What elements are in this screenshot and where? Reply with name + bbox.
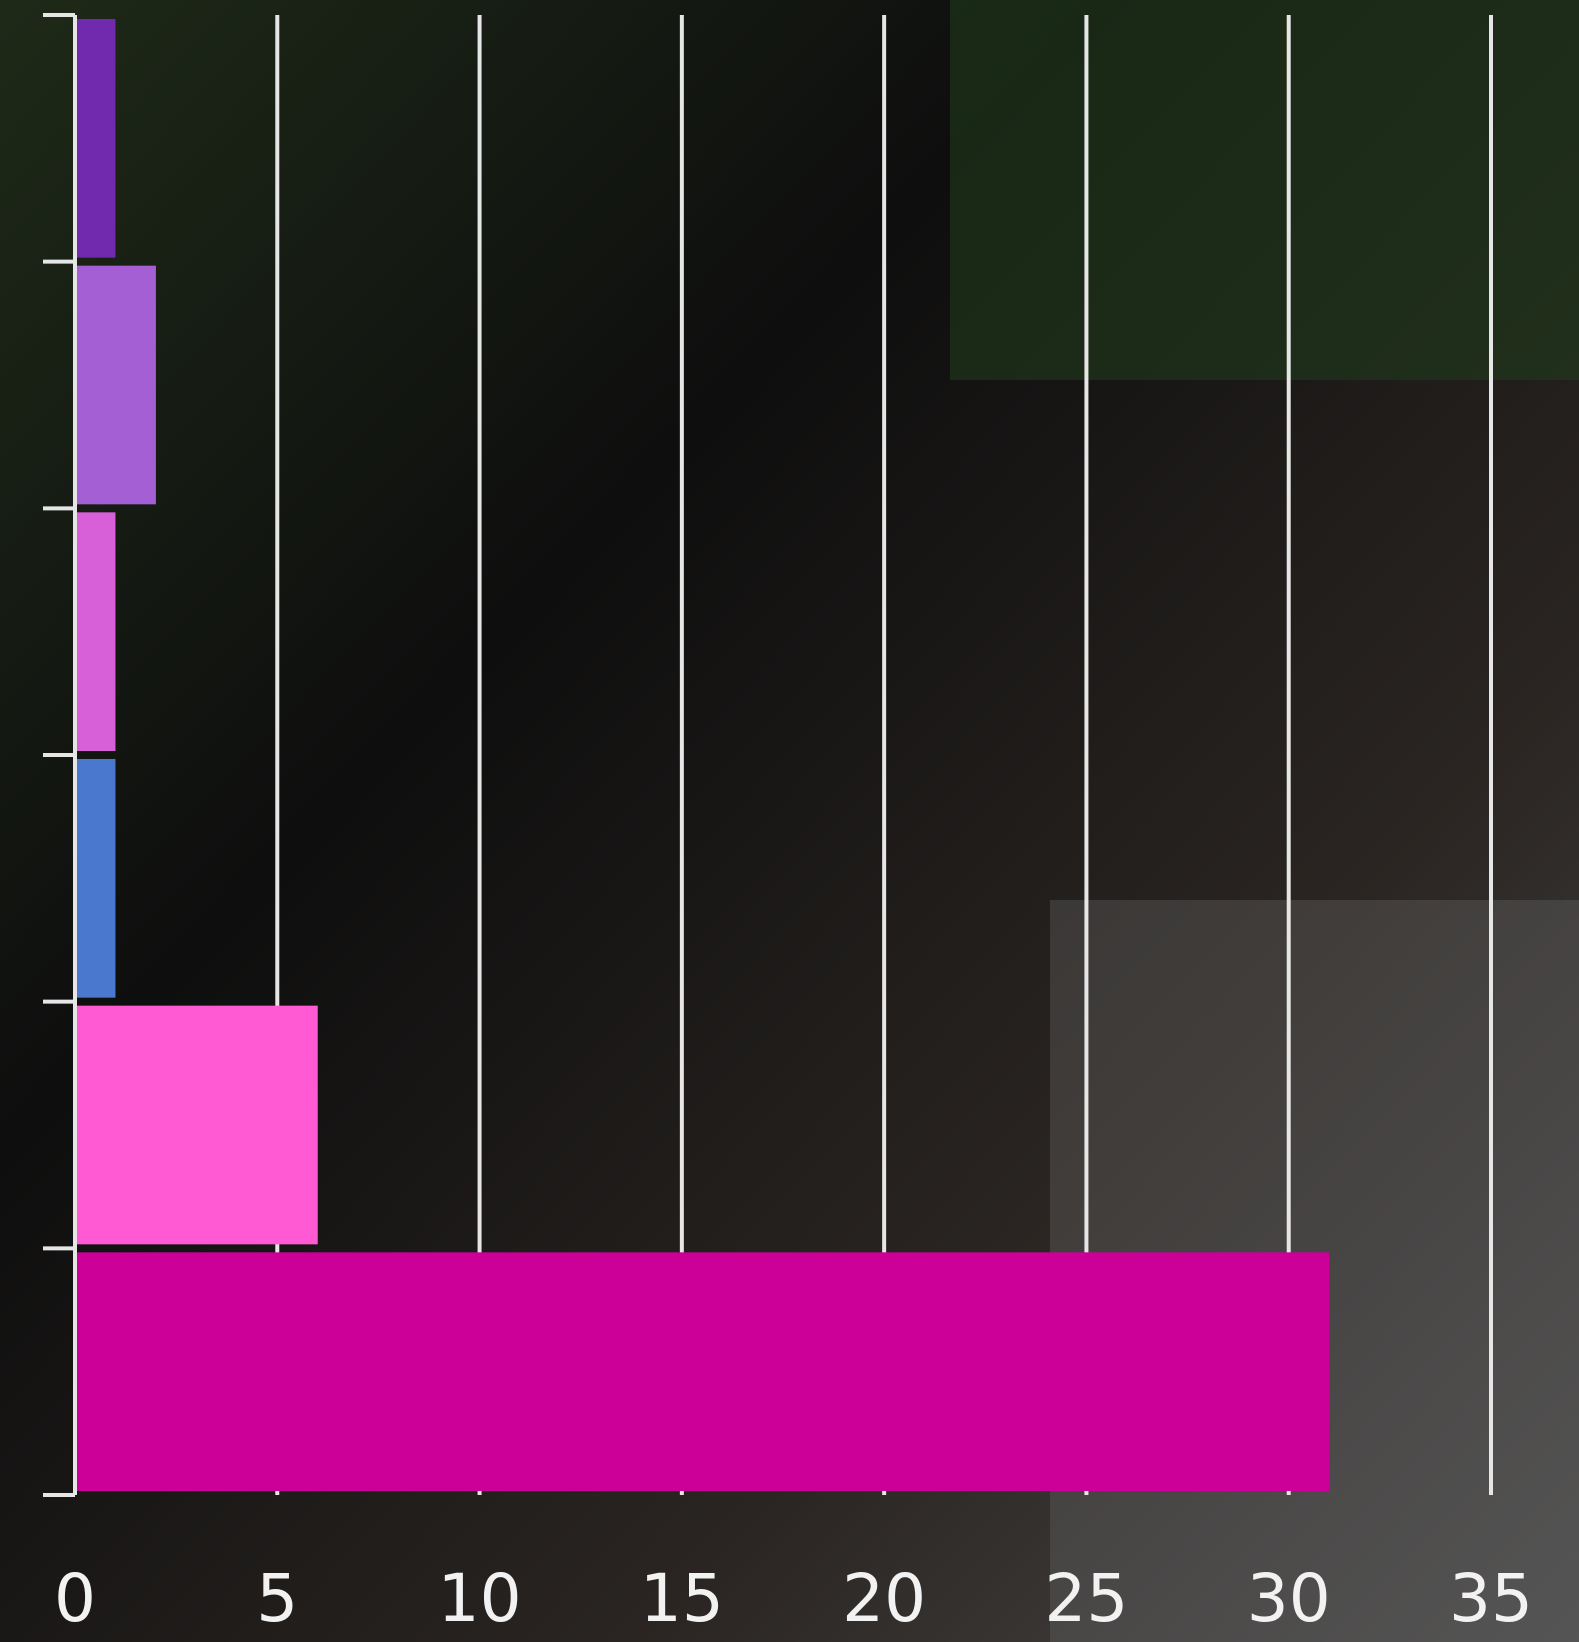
x-tick-label: 0 [54,1560,96,1637]
bar [75,265,156,505]
x-tick-label: 35 [1449,1560,1533,1637]
x-tick-label: 15 [640,1560,724,1637]
bar [75,759,116,998]
x-tick-label: 5 [256,1560,298,1637]
x-tick-label: 30 [1247,1560,1331,1637]
x-tick-label: 20 [842,1560,926,1637]
background-foliage [950,0,1579,380]
x-tick-label: 25 [1044,1560,1128,1637]
bar [75,1252,1330,1491]
bar [75,19,116,258]
bar [75,512,116,751]
x-tick-label: 10 [438,1560,522,1637]
bar [75,1005,318,1245]
